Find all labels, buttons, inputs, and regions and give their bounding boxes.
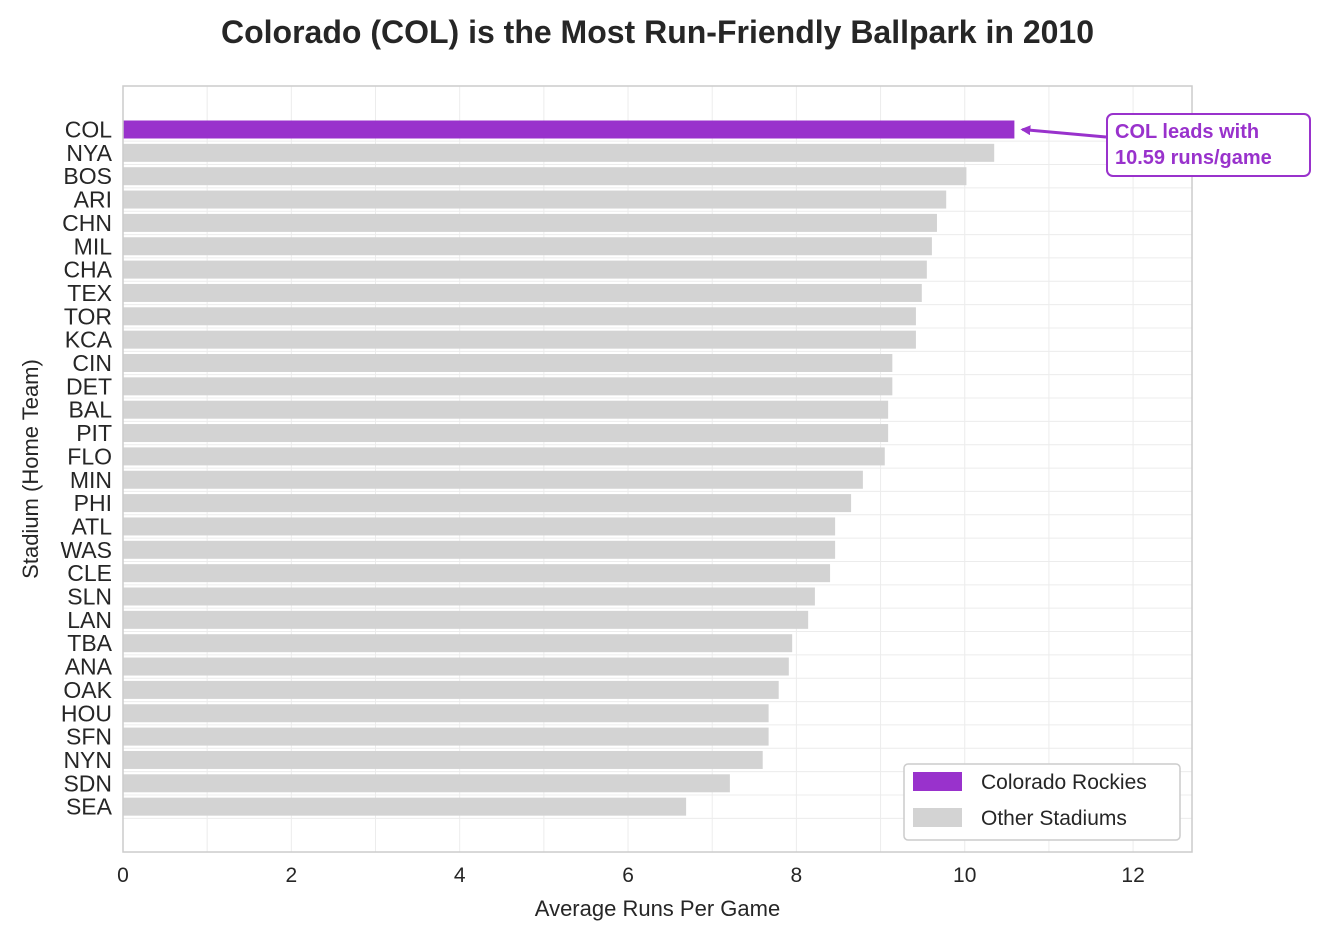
bar-bos (123, 167, 967, 186)
y-tick-label: COL (65, 117, 113, 143)
bar-chn (123, 213, 937, 232)
y-tick-label: MIL (74, 233, 113, 259)
y-tick-label: PHI (74, 490, 112, 516)
y-tick-label: CHA (63, 257, 112, 283)
annotation-text: COL leads with (1115, 121, 1259, 143)
bar-nyn (123, 750, 763, 769)
y-axis-label: Stadium (Home Team) (18, 359, 43, 579)
bars (123, 120, 1015, 816)
bar-lan (123, 610, 809, 629)
x-tick-label: 4 (454, 864, 466, 887)
x-tick-label: 10 (953, 864, 976, 887)
bar-tor (123, 307, 916, 326)
x-axis-label: Average Runs Per Game (535, 896, 780, 921)
chart-title: Colorado (COL) is the Most Run-Friendly … (221, 14, 1094, 50)
legend-swatch (913, 808, 962, 827)
plot-frame (122, 85, 1193, 853)
annotation-box (1106, 113, 1311, 177)
annotation-text: 10.59 runs/game (1115, 147, 1272, 169)
bar-nya (123, 143, 995, 162)
y-tick-label: WAS (60, 537, 112, 563)
y-tick-label: CIN (72, 350, 112, 376)
bar-sln (123, 587, 815, 606)
bar-kca (123, 330, 916, 349)
legend-label: Other Stadiums (981, 807, 1127, 830)
y-tick-label: KCA (65, 327, 113, 353)
bar-pit (123, 424, 889, 443)
legend-swatch (913, 772, 962, 791)
y-tick-label: SLN (67, 584, 112, 610)
bar-mil (123, 237, 932, 256)
y-tick-label: CLE (67, 560, 112, 586)
y-tick-label: ATL (72, 513, 113, 539)
bar-sea (123, 797, 687, 816)
y-tick-label: SFN (66, 724, 112, 750)
x-tick-labels: 0 2 4 6 8 10 12 (117, 864, 1145, 887)
legend: Colorado Rockies Other Stadiums (903, 763, 1181, 841)
x-tick-label: 2 (286, 864, 298, 887)
bar-bal (123, 400, 889, 419)
bar-hou (123, 704, 769, 723)
legend-box (903, 763, 1181, 841)
y-tick-label: HOU (61, 700, 112, 726)
bar-flo (123, 447, 885, 466)
annotation: COL leads with 10.59 runs/game (1020, 113, 1311, 177)
x-tick-label: 12 (1121, 864, 1144, 887)
y-tick-label: LAN (67, 607, 112, 633)
bar-sfn (123, 727, 769, 746)
bar-tba (123, 634, 793, 653)
x-tick-label: 8 (791, 864, 803, 887)
y-tick-label: BAL (69, 397, 113, 423)
y-tick-label: ARI (74, 187, 112, 213)
bar-oak (123, 680, 779, 699)
y-tick-label: OAK (63, 677, 112, 703)
bar-ari (123, 190, 947, 209)
bar-atl (123, 517, 836, 536)
bar-ana (123, 657, 789, 676)
x-tick-label: 0 (117, 864, 129, 887)
bar-cha (123, 260, 927, 279)
y-tick-label: TOR (64, 303, 112, 329)
bar-min (123, 470, 863, 489)
y-tick-label: DET (66, 373, 112, 399)
y-tick-label: BOS (63, 163, 112, 189)
bar-phi (123, 494, 852, 513)
bar-det (123, 377, 893, 396)
y-tick-label: PIT (76, 420, 112, 446)
legend-label: Colorado Rockies (981, 771, 1147, 794)
bar-was (123, 540, 836, 559)
y-tick-label: NYA (66, 140, 112, 166)
bar-col (123, 120, 1015, 139)
bar-sdn (123, 774, 730, 793)
y-tick-label: CHN (62, 210, 112, 236)
x-tick-label: 6 (622, 864, 634, 887)
y-tick-label: TEX (67, 280, 112, 306)
y-tick-label: MIN (70, 467, 112, 493)
annotation-arrow (1020, 125, 1107, 139)
y-tick-label: NYN (63, 747, 112, 773)
bar-cin (123, 354, 893, 372)
bar-tex (123, 283, 922, 302)
y-tick-label: SDN (63, 770, 112, 796)
y-tick-label: SEA (66, 794, 113, 820)
y-tick-label: FLO (67, 443, 112, 469)
y-tick-label: ANA (65, 654, 113, 680)
bar-cle (123, 564, 831, 583)
y-tick-labels: COLNYABOSARICHNMILCHATEXTORKCACINDETBALP… (60, 117, 112, 820)
y-tick-label: TBA (67, 630, 112, 656)
